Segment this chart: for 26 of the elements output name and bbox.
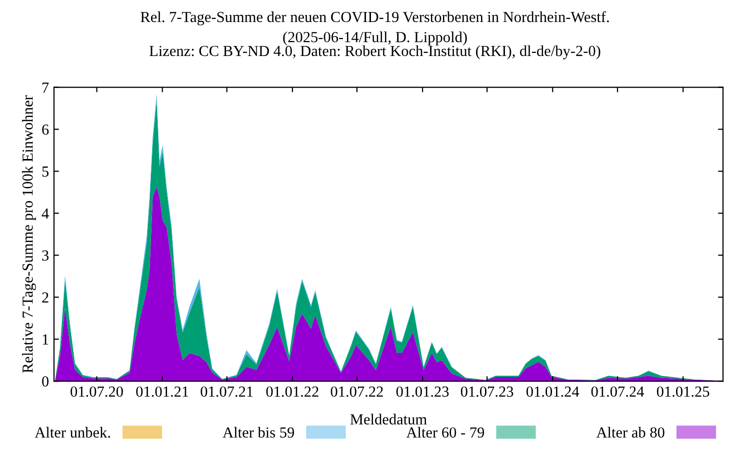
- y-tick-label: 6: [42, 124, 49, 135]
- legend-label: Alter unbek.: [34, 426, 110, 438]
- x-tick-label: 01.07.21: [200, 386, 253, 397]
- x-tick-label: 01.01.25: [656, 386, 710, 397]
- legend-label: Alter ab 80: [596, 426, 664, 438]
- y-tick-label: 5: [42, 166, 49, 177]
- x-tick-label: 01.01.23: [396, 386, 449, 397]
- x-tick-label: 01.01.21: [136, 386, 188, 397]
- y-tick-label: 3: [42, 250, 49, 261]
- x-tick-label: 01.01.22: [266, 386, 318, 397]
- x-axis-title: Meldedatum: [350, 414, 427, 425]
- chart-title: Rel. 7-Tage-Summe der neuen COVID-19 Verstorbenen in Nordrhein-Westf.: [140, 11, 609, 26]
- y-tick-label: 1: [42, 334, 48, 344]
- y-tick-label: 4: [42, 208, 49, 219]
- x-tick-label: 01.01.24: [526, 386, 580, 397]
- y-tick-label: 0: [42, 376, 49, 387]
- y-axis-title: Relative 7-Tage-Summe pro 100k Einwohner: [22, 95, 36, 373]
- x-tick-label: 01.07.22: [330, 386, 383, 397]
- legend-label: Alter bis 59: [222, 426, 294, 438]
- chart-subtitle: (2025-06-14/Full, D. Lippold) Lizenz: CC BY-ND 4.0, Daten: Robert Koch-Institut (RKI), dl-de/by-2-0): [150, 32, 600, 60]
- legend-label: Alter 60 - 79: [406, 426, 484, 438]
- y-tick-label: 2: [42, 292, 48, 302]
- y-tick-label: 7: [42, 82, 49, 93]
- x-tick-label: 01.07.24: [591, 386, 644, 397]
- x-tick-label: 01.07.23: [460, 386, 514, 397]
- x-tick-label: 01.07.20: [70, 386, 123, 397]
